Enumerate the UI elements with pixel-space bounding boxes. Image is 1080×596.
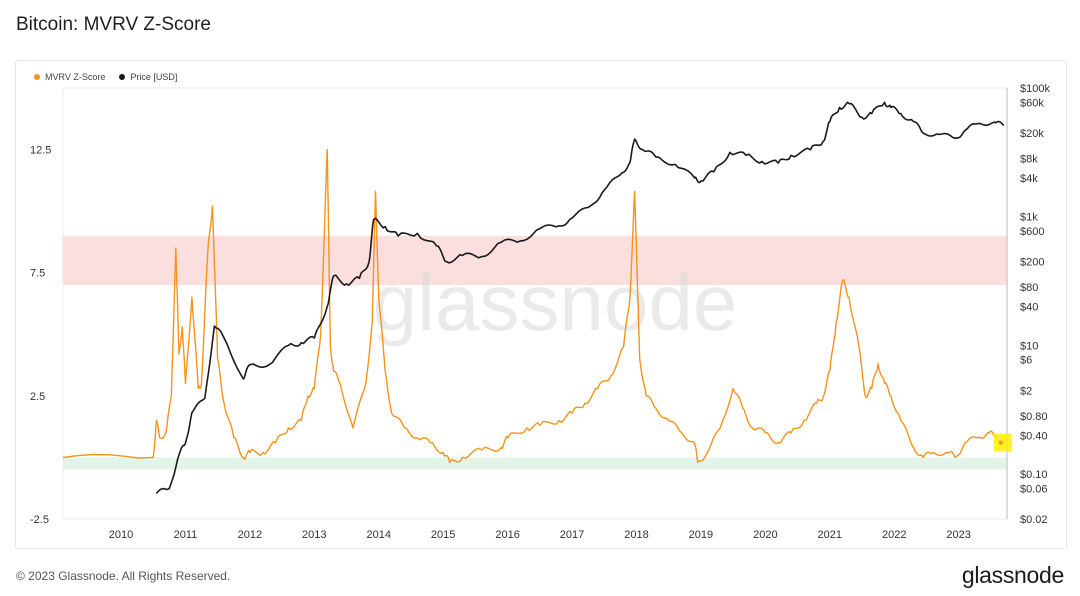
legend-dot-price [119, 74, 126, 80]
brand-logo: glassnode [961, 562, 1064, 588]
x-tick-label: 2012 [238, 529, 262, 541]
y-right-tick-label: $8k [1020, 154, 1038, 166]
y-right-tick-label: $100k [1020, 83, 1050, 95]
y-left-tick-label: 7.5 [30, 268, 45, 280]
x-tick-label: 2015 [431, 529, 455, 541]
y-right-tick-label: $0.40 [1020, 430, 1048, 442]
legend-label-zscore: MVRV Z-Score [45, 72, 106, 82]
y-right-tick-label: $2 [1020, 385, 1032, 397]
y-right-tick-label: $40 [1020, 302, 1038, 314]
y-right-tick-label: $0.02 [1020, 514, 1048, 526]
y-right-tick-label: $80 [1020, 282, 1038, 294]
x-tick-label: 2013 [302, 529, 326, 541]
y-right-tick-label: $10 [1020, 340, 1038, 352]
legend-item-zscore[interactable]: MVRV Z-Score [34, 72, 105, 82]
y-left-tick-label: 12.5 [30, 145, 51, 157]
y-right-tick-label: $200 [1020, 257, 1044, 269]
x-tick-label: 2018 [624, 529, 648, 541]
sell-zone-band [63, 235, 1007, 286]
x-tick-label: 2020 [753, 529, 777, 541]
x-tick-label: 2016 [495, 529, 519, 541]
latest-value-point [998, 440, 1003, 445]
legend-dot-zscore [34, 74, 40, 80]
y-right-tick-label: $60k [1020, 97, 1044, 109]
watermark-text: glassnode [373, 258, 738, 347]
y-right-tick-label: $0.10 [1020, 469, 1048, 481]
y-left-tick-label: 2.5 [30, 391, 45, 403]
y-right-tick-label: $0.80 [1020, 411, 1048, 423]
buy-zone-band [63, 457, 1007, 470]
y-right-tick-label: $1k [1020, 212, 1038, 224]
price-line [155, 101, 1005, 494]
copyright-text: © 2023 Glassnode. All Rights Reserved. [16, 569, 231, 583]
legend-label-price: Price [USD] [130, 72, 178, 82]
y-right-tick-label: $6 [1020, 355, 1032, 367]
x-tick-label: 2021 [818, 529, 842, 541]
y-left-tick-label: -2.5 [30, 514, 49, 526]
x-tick-label: 2010 [109, 529, 133, 541]
zscore-line [62, 148, 1005, 464]
chart-legend: MVRV Z-Score Price [USD] [34, 72, 177, 82]
y-right-tick-label: $0.06 [1020, 483, 1048, 495]
x-tick-label: 2023 [946, 529, 970, 541]
x-tick-label: 2011 [174, 529, 198, 541]
y-right-tick-label: $20k [1020, 128, 1044, 140]
page-title: Bitcoin: MVRV Z-Score [16, 14, 211, 35]
x-tick-label: 2014 [366, 529, 390, 541]
y-right-tick-label: $4k [1020, 173, 1038, 185]
legend-item-price[interactable]: Price [USD] [119, 72, 177, 82]
y-right-tick-label: $600 [1020, 226, 1044, 238]
x-tick-label: 2022 [882, 529, 906, 541]
x-tick-label: 2017 [560, 529, 584, 541]
x-tick-label: 2019 [689, 529, 713, 541]
